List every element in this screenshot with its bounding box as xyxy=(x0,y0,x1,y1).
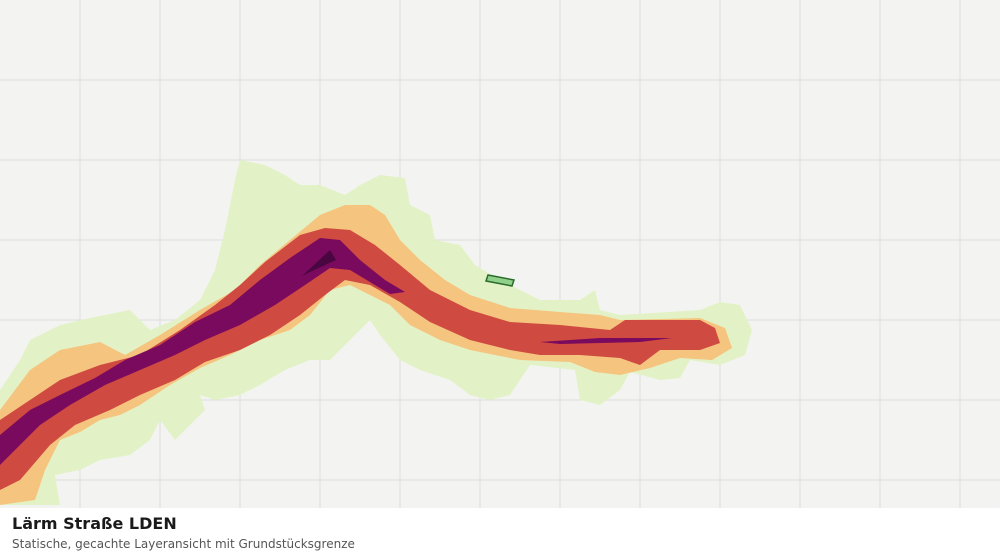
noise-band-low xyxy=(0,160,752,505)
map-view xyxy=(0,0,1000,508)
map-subtitle: Statische, gecachte Layeransicht mit Gru… xyxy=(12,537,355,551)
noise-band-very-high xyxy=(540,338,672,344)
map-title: Lärm Straße LDEN xyxy=(12,514,177,533)
parcel-boundary[interactable] xyxy=(485,274,515,287)
map-caption: Lärm Straße LDEN Statische, gecachte Lay… xyxy=(0,508,1000,560)
tile-grid xyxy=(0,0,1000,508)
noise-band-extreme xyxy=(302,250,336,276)
